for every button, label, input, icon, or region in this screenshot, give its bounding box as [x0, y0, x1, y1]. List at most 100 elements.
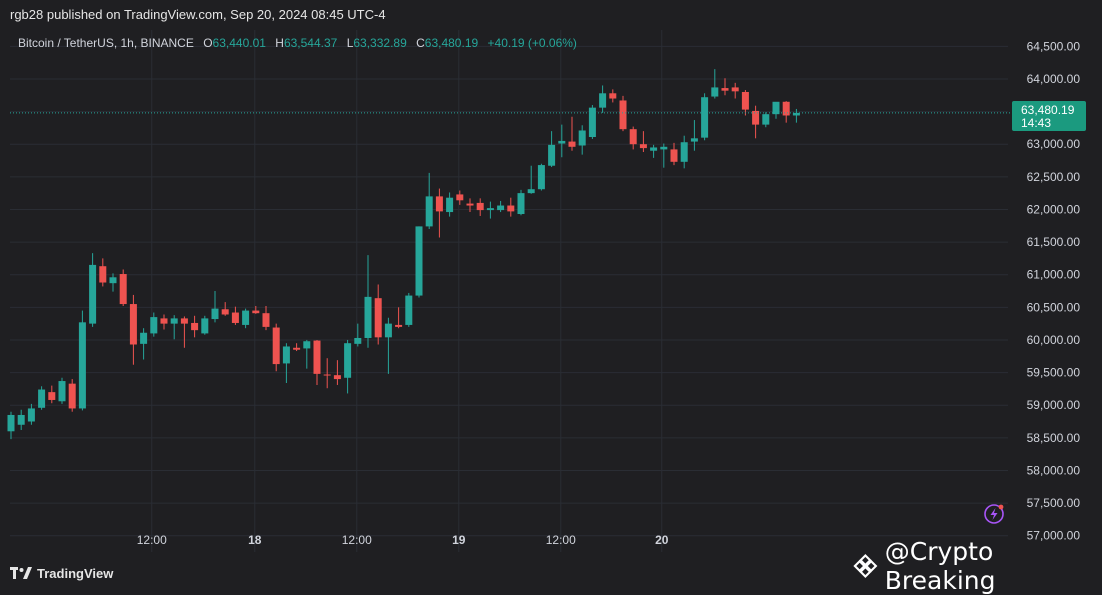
candle-down: [68, 383, 76, 409]
candle-up: [7, 414, 15, 432]
chart-area[interactable]: 57,000.00 57,500.00 58,000.00 58,500.00 59,0…: [0, 30, 1102, 559]
symbol-label[interactable]: Bitcoin / TetherUS, 1h, BINANCE: [18, 36, 194, 50]
candle-down: [476, 202, 484, 211]
y-tick-label: 61,500.00: [1027, 235, 1081, 249]
candle-down: [782, 101, 790, 116]
tradingview-logo[interactable]: TradingView: [10, 565, 113, 581]
candle-up: [486, 208, 494, 211]
candle-down: [456, 194, 464, 201]
candle-up: [303, 341, 311, 349]
candlestick-chart[interactable]: 57,000.00 57,500.00 58,000.00 58,500.00 59,0…: [0, 30, 1102, 559]
alert-icon[interactable]: [983, 503, 1005, 525]
candle-down: [221, 309, 229, 315]
candle-down: [252, 310, 260, 314]
open-label: O: [203, 36, 213, 50]
y-tick-label: 64,000.00: [1027, 72, 1081, 86]
candle-down: [374, 298, 382, 338]
footer-bar: [0, 559, 1102, 589]
candle-up: [578, 130, 586, 146]
open-value: 63,440.01: [212, 36, 266, 50]
y-tick-label: 64,500.00: [1027, 39, 1081, 53]
y-tick-label: 63,000.00: [1027, 137, 1081, 151]
candle-down: [323, 374, 331, 376]
candle-down: [119, 274, 127, 305]
y-tick-label: 57,000.00: [1027, 529, 1081, 543]
candle-down: [629, 129, 637, 145]
candle-up: [517, 193, 525, 215]
candle-up: [446, 197, 454, 213]
high-label: H: [275, 36, 284, 50]
candle-down: [293, 347, 301, 350]
candle-up: [242, 310, 250, 325]
x-tick-label: 12:00: [546, 533, 576, 547]
candle-down: [395, 324, 403, 327]
candle-up: [762, 114, 770, 125]
candle-up: [38, 389, 46, 408]
close-label: C: [416, 36, 425, 50]
candle-up: [792, 112, 800, 116]
tradingview-brand: TradingView: [37, 565, 114, 581]
watermark: @Crypto Breaking: [852, 537, 1102, 595]
high-value: 63,544.37: [283, 36, 338, 50]
y-tick-label: 60,500.00: [1027, 300, 1081, 314]
candle-down: [129, 304, 137, 345]
bar-countdown: 14:43: [1021, 116, 1052, 130]
candle-up: [17, 414, 25, 425]
candle-up: [58, 381, 66, 402]
candle-down: [721, 88, 729, 91]
y-tick-label: 57,500.00: [1027, 496, 1081, 510]
x-tick-label: 12:00: [342, 533, 372, 547]
candle-up: [527, 189, 535, 194]
candle-up: [425, 196, 433, 227]
candle-up: [109, 277, 117, 284]
candle-up: [89, 264, 97, 324]
y-tick-label: 60,000.00: [1027, 333, 1081, 347]
candle-up: [415, 226, 423, 296]
low-label: L: [346, 36, 354, 50]
candle-down: [313, 340, 321, 374]
candle-up: [170, 318, 178, 324]
chart-legend: Bitcoin / TetherUS, 1h, BINANCE O63,440.…: [18, 36, 577, 50]
header-bar: rgb28 published on TradingView.com, Sep …: [0, 0, 1102, 30]
candle-up: [497, 205, 505, 211]
x-tick-label: 12:00: [137, 533, 167, 547]
candle-up: [78, 322, 86, 409]
candle-down: [568, 141, 576, 147]
x-tick-label: 20: [655, 533, 669, 547]
candle-up: [282, 346, 290, 364]
close-value: 63,480.19: [424, 36, 479, 50]
candle-down: [670, 149, 678, 162]
y-tick-label: 58,000.00: [1027, 463, 1081, 477]
candle-down: [48, 392, 56, 400]
candle-up: [548, 144, 556, 166]
candle-down: [752, 110, 760, 125]
candle-down: [262, 313, 270, 327]
y-tick-label: 59,500.00: [1027, 366, 1081, 380]
low-value: 63,332.89: [353, 36, 407, 50]
candle-up: [201, 318, 209, 334]
candle-up: [660, 146, 668, 150]
candle-up: [558, 140, 566, 144]
candle-down: [180, 318, 188, 324]
candle-down: [609, 93, 617, 99]
candle-down: [160, 318, 168, 324]
y-tick-label: 58,500.00: [1027, 431, 1081, 445]
candle-up: [701, 97, 709, 138]
candle-up: [599, 93, 607, 108]
candle-down: [741, 91, 749, 110]
candle-down: [466, 203, 474, 206]
candle-up: [140, 332, 148, 344]
published-text: rgb28 published on TradingView.com, Sep …: [10, 7, 386, 22]
candle-up: [150, 317, 158, 334]
candle-up: [27, 408, 35, 422]
candle-up: [537, 165, 545, 190]
candle-up: [344, 343, 352, 378]
candle-down: [99, 266, 107, 283]
last-price-tag: 63,480.19 14:43: [1012, 101, 1086, 131]
candle-up: [690, 138, 698, 142]
candle-down: [435, 196, 443, 212]
binance-diamond-icon: [853, 553, 878, 579]
candle-up: [211, 308, 219, 320]
candle-up: [650, 147, 658, 151]
tradingview-logo-icon: [10, 567, 32, 579]
